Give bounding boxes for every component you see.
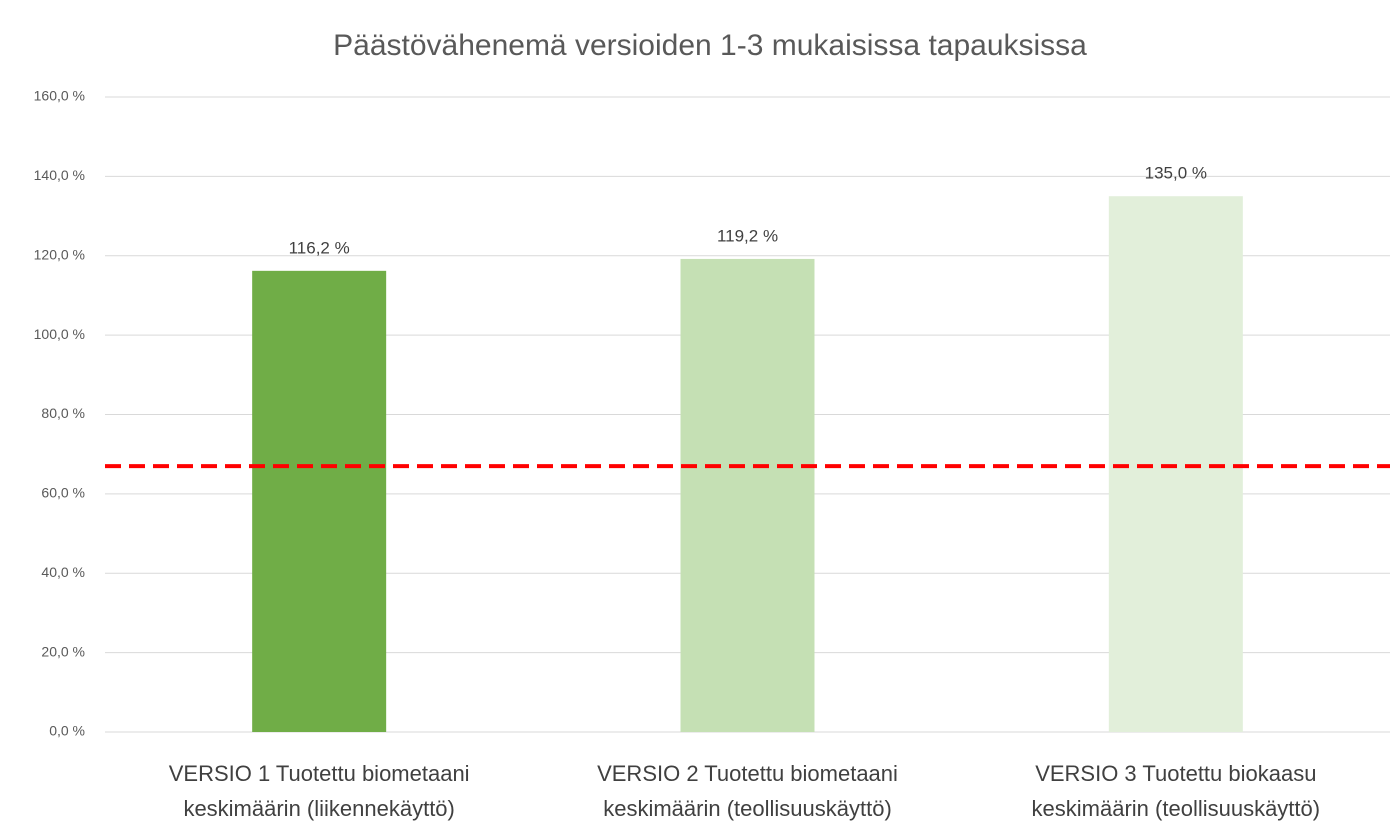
chart-title: Päästövähenemä versioiden 1-3 mukaisissa…: [333, 29, 1087, 62]
y-tick-label: 80,0 %: [41, 405, 85, 421]
bar: [680, 258, 815, 732]
x-tick-label: keskimäärin (liikennekäyttö): [183, 796, 454, 821]
x-tick-label: VERSIO 3 Tuotettu biokaasu: [1035, 761, 1316, 786]
value-label: 135,0 %: [1145, 164, 1207, 183]
x-tick-label: VERSIO 2 Tuotettu biometaani: [597, 761, 898, 786]
x-tick-label: keskimäärin (teollisuuskäyttö): [603, 796, 892, 821]
value-label: 119,2 %: [717, 226, 778, 245]
y-tick-label: 120,0 %: [34, 246, 85, 262]
y-tick-label: 100,0 %: [34, 326, 85, 342]
y-tick-label: 160,0 %: [34, 88, 85, 104]
y-tick-label: 40,0 %: [41, 564, 85, 580]
bar: [252, 270, 387, 732]
value-label: 116,2 %: [289, 238, 350, 257]
y-tick-label: 140,0 %: [34, 167, 85, 183]
y-tick-label: 20,0 %: [41, 643, 85, 659]
y-tick-label: 0,0 %: [49, 723, 85, 739]
x-tick-label: VERSIO 1 Tuotettu biometaani: [169, 761, 470, 786]
x-tick-label: keskimäärin (teollisuuskäyttö): [1032, 796, 1321, 821]
y-tick-label: 60,0 %: [41, 485, 85, 501]
